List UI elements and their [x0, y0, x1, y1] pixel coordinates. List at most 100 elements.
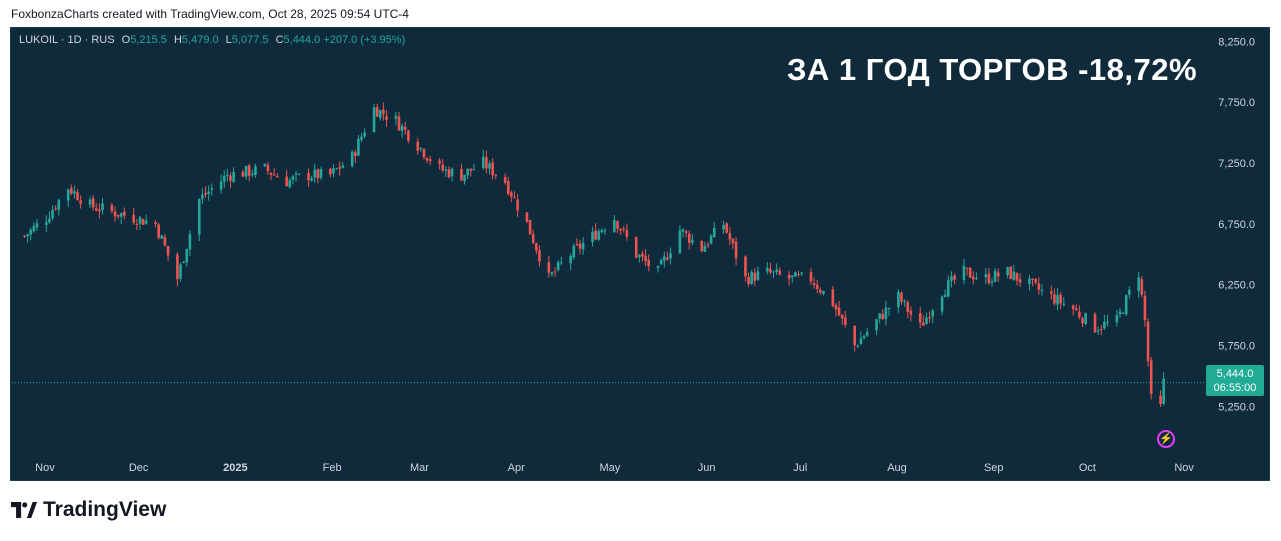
candle-body	[263, 163, 267, 166]
candle-body	[123, 211, 126, 216]
candle-body	[488, 163, 491, 169]
candle-body	[734, 241, 738, 259]
candle-body	[884, 307, 888, 320]
candle-body	[244, 166, 248, 177]
candle-body	[897, 291, 900, 308]
legend-low-value: 5,077.5	[231, 34, 269, 46]
candle-body	[819, 289, 822, 293]
candle-body	[135, 224, 139, 226]
tradingview-logo[interactable]: TradingView	[11, 498, 166, 522]
candle-body	[382, 109, 385, 115]
candle-body	[1162, 378, 1165, 404]
candle-body	[397, 116, 401, 131]
candle-body	[98, 209, 101, 212]
candle-body	[878, 313, 881, 319]
candle-body	[288, 179, 292, 188]
candle-body	[400, 125, 404, 131]
candle-body	[1059, 294, 1062, 304]
candle-body	[594, 230, 597, 240]
candle-body	[634, 236, 638, 258]
candle-body	[275, 175, 279, 178]
flash-icon[interactable]: ⚡	[1157, 430, 1175, 448]
candle-body	[1115, 315, 1119, 323]
candle-body	[990, 281, 994, 283]
candle-body	[232, 172, 235, 182]
candle-body	[678, 230, 682, 254]
candle-body	[182, 261, 185, 264]
candle-body	[753, 272, 757, 281]
legend-open-value: 5,215.5	[130, 34, 167, 46]
candle-body	[1056, 294, 1059, 305]
candle-body	[996, 272, 1000, 277]
candle-body	[600, 230, 604, 233]
candle-body	[251, 173, 254, 175]
candle-body	[831, 289, 835, 306]
candle-body	[815, 284, 819, 290]
candle-body	[113, 211, 117, 217]
candle-body	[266, 164, 270, 172]
candle-body	[485, 157, 488, 169]
candle-body	[550, 272, 554, 275]
legend-close-label: C	[275, 34, 284, 46]
tradingview-logo-text: TradingView	[43, 498, 167, 521]
candle-body	[1006, 267, 1009, 276]
x-tick-label: 2025	[223, 462, 247, 474]
candle-body	[906, 302, 910, 312]
candle-body	[887, 308, 891, 310]
candle-body	[747, 276, 750, 285]
candle-body	[647, 259, 650, 267]
candle-body	[54, 208, 57, 210]
candle-body	[1081, 317, 1084, 324]
candle-body	[350, 151, 354, 167]
candle-body	[254, 166, 257, 175]
y-tick-label: 6,250.0	[1218, 280, 1255, 292]
candle-body	[922, 322, 925, 326]
candle-body	[1071, 305, 1075, 310]
candle-body	[229, 175, 232, 181]
candle-body	[625, 230, 629, 237]
candle-body	[903, 300, 906, 302]
legend-close-value: 5,444.0	[283, 34, 321, 46]
candle-body	[226, 175, 229, 177]
candle-body	[1015, 272, 1019, 281]
candle-body	[787, 274, 791, 279]
candle-body	[513, 197, 516, 199]
candle-body	[525, 212, 529, 222]
candle-body	[144, 220, 148, 224]
candle-body	[837, 307, 841, 316]
candle-body	[101, 203, 104, 210]
candle-body	[756, 271, 760, 280]
candle-body	[503, 177, 507, 183]
candle-body	[859, 338, 863, 345]
candle-body	[76, 192, 79, 201]
candle-body	[547, 262, 551, 273]
candle-body	[987, 273, 991, 284]
candle-body	[23, 235, 26, 237]
candle-body	[1078, 311, 1081, 318]
candle-body	[119, 213, 123, 217]
candle-body	[219, 181, 223, 190]
candle-body	[712, 227, 716, 238]
candle-body	[1093, 314, 1097, 333]
candle-body	[66, 189, 70, 201]
candle-body	[441, 164, 445, 171]
candle-body	[578, 243, 582, 249]
candle-body	[687, 233, 691, 243]
chart-caption: FoxbonzaCharts created with TradingView.…	[11, 7, 409, 21]
legend-symbol: LUKOIL · 1D · RUS	[19, 34, 115, 46]
candle-body	[560, 262, 563, 264]
candle-body	[962, 265, 966, 281]
candle-body	[1018, 279, 1022, 283]
candle-body	[160, 235, 164, 239]
candle-body	[812, 283, 816, 286]
candle-body	[201, 194, 204, 200]
candle-body	[1037, 283, 1041, 290]
candle-body	[332, 168, 335, 174]
y-tick-label: 6,750.0	[1218, 219, 1255, 231]
chart-panel[interactable]	[10, 27, 1270, 481]
candle-body	[385, 116, 388, 120]
candle-body	[862, 336, 866, 339]
candle-body	[166, 245, 170, 256]
candle-body	[840, 314, 844, 319]
